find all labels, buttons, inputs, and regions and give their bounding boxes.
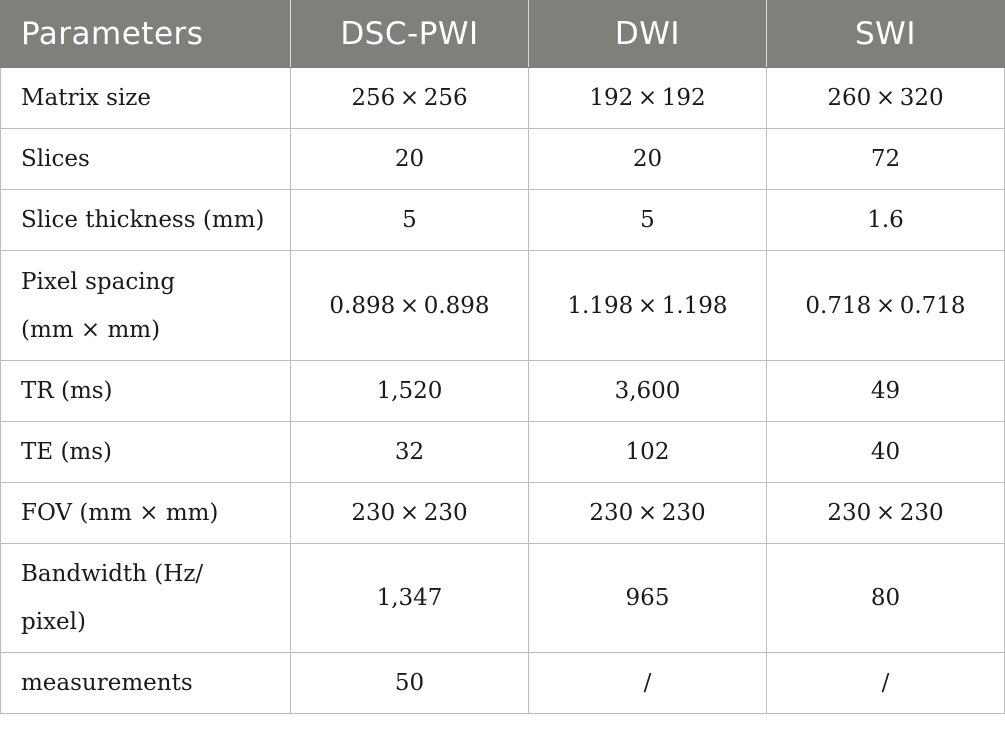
cell-swi: 1.6: [766, 189, 1005, 251]
table-row: Slice thickness (mm) 5 5 1.6: [0, 189, 1005, 251]
row-label-bandwidth: Bandwidth (Hz/ pixel): [0, 543, 291, 653]
cell-swi: /: [766, 652, 1005, 714]
row-label-line: pixel): [21, 609, 86, 635]
row-label-slice-thickness: Slice thickness (mm): [0, 189, 291, 251]
header-dsc-pwi: DSC-PWI: [290, 0, 529, 68]
header-swi: SWI: [766, 0, 1005, 68]
cell-swi: 230 × 230: [766, 482, 1005, 544]
cell-dwi: 20: [528, 128, 767, 190]
cell-dwi: 3,600: [528, 360, 767, 422]
cell-swi: 49: [766, 360, 1005, 422]
row-label-line: Bandwidth (Hz/: [21, 561, 204, 587]
table-row: Slices 20 20 72: [0, 128, 1005, 190]
row-label-measurements: measurements: [0, 652, 291, 714]
cell-swi: 40: [766, 421, 1005, 483]
row-label-pixel-spacing: Pixel spacing (mm × mm): [0, 250, 291, 361]
header-dwi: DWI: [528, 0, 767, 68]
cell-swi: 0.718 × 0.718: [766, 250, 1005, 361]
row-label-tr: TR (ms): [0, 360, 291, 422]
cell-dsc-pwi: 256 × 256: [290, 67, 529, 129]
table-body: Matrix size 256 × 256 192 × 192 260 × 32…: [0, 67, 1005, 714]
header-parameters: Parameters: [0, 0, 291, 68]
row-label-slices: Slices: [0, 128, 291, 190]
cell-dsc-pwi: 32: [290, 421, 529, 483]
cell-swi: 80: [766, 543, 1005, 653]
cell-dsc-pwi: 5: [290, 189, 529, 251]
cell-dsc-pwi: 20: [290, 128, 529, 190]
cell-dsc-pwi: 1,520: [290, 360, 529, 422]
row-label-line: (mm × mm): [21, 316, 161, 343]
parameters-table-container: Parameters DSC-PWI DWI SWI Matrix size 2…: [0, 0, 1005, 714]
cell-dwi: 102: [528, 421, 767, 483]
table-row: measurements 50 / /: [0, 652, 1005, 714]
table-row: FOV (mm × mm) 230 × 230 230 × 230 230 × …: [0, 482, 1005, 544]
table-row: TR (ms) 1,520 3,600 49: [0, 360, 1005, 422]
cell-swi: 260 × 320: [766, 67, 1005, 129]
row-label-te: TE (ms): [0, 421, 291, 483]
row-label-fov: FOV (mm × mm): [0, 482, 291, 544]
table-row: Matrix size 256 × 256 192 × 192 260 × 32…: [0, 67, 1005, 129]
row-label-line: Pixel spacing: [21, 268, 176, 295]
cell-dwi: 192 × 192: [528, 67, 767, 129]
cell-dwi: 230 × 230: [528, 482, 767, 544]
table-row: Pixel spacing (mm × mm) 0.898 × 0.898 1.…: [0, 250, 1005, 361]
header-row: Parameters DSC-PWI DWI SWI: [0, 0, 1005, 68]
cell-swi: 72: [766, 128, 1005, 190]
cell-dwi: 5: [528, 189, 767, 251]
cell-dwi: /: [528, 652, 767, 714]
cell-dwi: 965: [528, 543, 767, 653]
row-label-matrix-size: Matrix size: [0, 67, 291, 129]
cell-dsc-pwi: 230 × 230: [290, 482, 529, 544]
parameters-table: Parameters DSC-PWI DWI SWI Matrix size 2…: [0, 0, 1005, 714]
cell-dsc-pwi: 0.898 × 0.898: [290, 250, 529, 361]
table-header: Parameters DSC-PWI DWI SWI: [0, 0, 1005, 68]
table-row: Bandwidth (Hz/ pixel) 1,347 965 80: [0, 543, 1005, 653]
cell-dsc-pwi: 50: [290, 652, 529, 714]
cell-dwi: 1.198 × 1.198: [528, 250, 767, 361]
cell-dsc-pwi: 1,347: [290, 543, 529, 653]
table-row: TE (ms) 32 102 40: [0, 421, 1005, 483]
